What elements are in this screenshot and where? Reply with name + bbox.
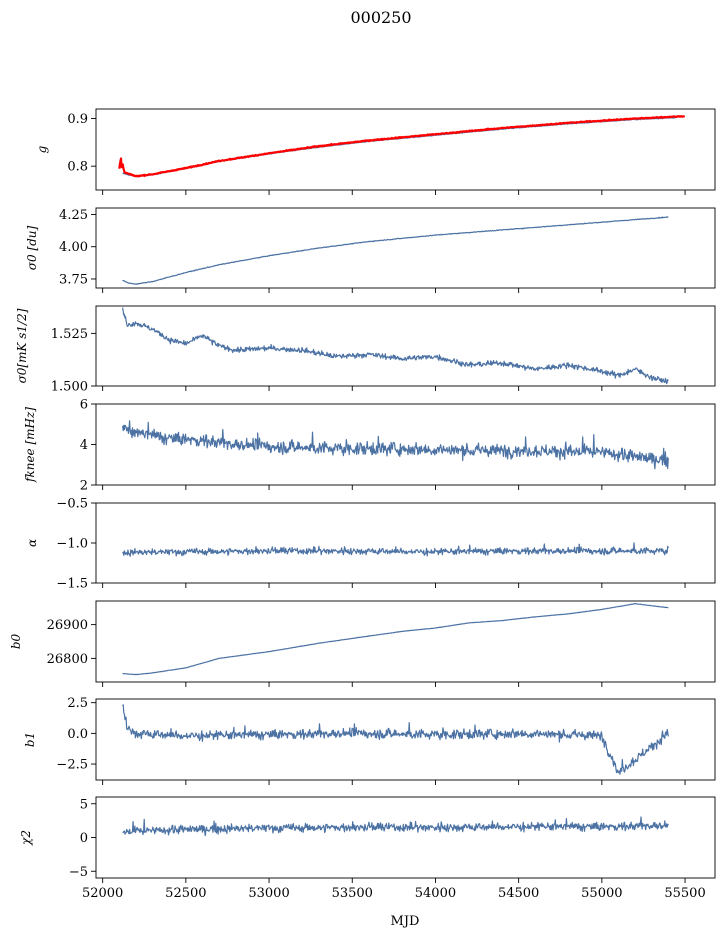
axes-frame-3 [95, 305, 716, 387]
series-line-1-1 [122, 116, 677, 178]
y-tick-label-8-3: 5 [80, 797, 88, 812]
y-tick-label-5-1: −1.5 [56, 577, 88, 592]
y-tick-label-7-1: −2.5 [56, 758, 88, 773]
figure-title: 000250 [350, 8, 411, 27]
axes-frame-1 [95, 108, 716, 191]
x-tick-label-3: 53000 [248, 886, 289, 901]
y-tick-label-2-1: 3.75 [59, 272, 88, 287]
y-tick-label-5-3: −0.5 [56, 497, 88, 512]
y-tick-label-7-2: 0.0 [67, 727, 88, 742]
y-tick-label-2-2: 4.00 [59, 240, 88, 255]
series-line-8-1 [122, 816, 669, 837]
panel-8: −5 0 5 52000 52500 53000 53500 54000 54500 55000 5… [19, 796, 716, 901]
y-tick-label-3-2: 1.525 [51, 327, 88, 342]
y-tick-label-1-1: 0.8 [67, 160, 88, 175]
y-axis-label-7: b1 [23, 732, 37, 747]
panel-6: 26800 26900 b0 [9, 600, 716, 687]
series-line-4-1 [122, 420, 669, 470]
y-tick-label-6-2: 26900 [47, 618, 88, 633]
panel-2: 3.75 4.00 4.25 σ0 [du] [25, 207, 716, 293]
y-axis-label-3: σ0[mK s1/2] [15, 308, 29, 383]
axes-frame-8 [95, 796, 716, 879]
axes-frame-2 [95, 207, 716, 289]
y-tick-label-4-2: 4 [80, 438, 88, 453]
axes-frame-5 [95, 502, 716, 584]
series-line-2-1 [122, 216, 669, 285]
y-tick-label-8-2: 0 [80, 831, 88, 846]
panel-4: 2 4 6 fknee [mHz] [23, 398, 716, 494]
axes-frame-6 [95, 600, 716, 683]
y-tick-label-6-1: 26800 [47, 652, 88, 667]
x-tick-label-8: 55500 [664, 886, 705, 901]
y-tick-label-8-1: −5 [69, 865, 88, 880]
y-tick-label-4-1: 2 [80, 479, 88, 494]
series-line-6-1 [122, 602, 669, 676]
series-line-1-2 [118, 114, 686, 178]
y-tick-label-5-2: −1.0 [56, 537, 88, 552]
x-tick-label-1: 52000 [82, 886, 123, 901]
y-axis-label-8: χ2 [19, 830, 33, 846]
y-axis-label-4: fknee [mHz] [23, 407, 37, 483]
y-axis-label-1: g [35, 145, 49, 153]
axes-frame-4 [95, 403, 716, 486]
panel-5: −1.5 −1.0 −0.5 α [25, 497, 716, 592]
y-tick-label-3-1: 1.500 [51, 380, 88, 395]
y-axis-label-2: σ0 [du] [25, 225, 39, 270]
x-axis-label: MJD [391, 914, 420, 929]
y-axis-label-5: α [25, 539, 39, 547]
x-tick-label-7: 55000 [581, 886, 622, 901]
x-tick-label-6: 54500 [498, 886, 539, 901]
y-tick-label-2-3: 4.25 [59, 208, 88, 223]
y-axis-label-6: b0 [9, 633, 23, 649]
axes-frame-7 [95, 698, 716, 781]
series-line-7-1 [122, 704, 669, 775]
x-tick-label-5: 54000 [415, 886, 456, 901]
panel-7: −2.5 0.0 2.5 b1 [23, 696, 716, 785]
series-line-5-1 [122, 542, 669, 557]
y-tick-label-4-3: 6 [80, 398, 88, 413]
panel-3: 1.500 1.525 σ0[mK s1/2] [15, 305, 716, 395]
y-tick-label-7-3: 2.5 [67, 696, 88, 711]
x-tick-label-4: 53500 [332, 886, 373, 901]
series-line-3-1 [122, 307, 669, 385]
panel-1: 0.8 0.9 g [35, 108, 716, 195]
y-tick-label-1-2: 0.9 [67, 112, 88, 127]
panels: 0.8 0.9 g 3.75 4.00 4.25 σ0 [du] 1.500 1.525 σ0[m… [9, 108, 716, 901]
x-tick-label-2: 52500 [165, 886, 206, 901]
